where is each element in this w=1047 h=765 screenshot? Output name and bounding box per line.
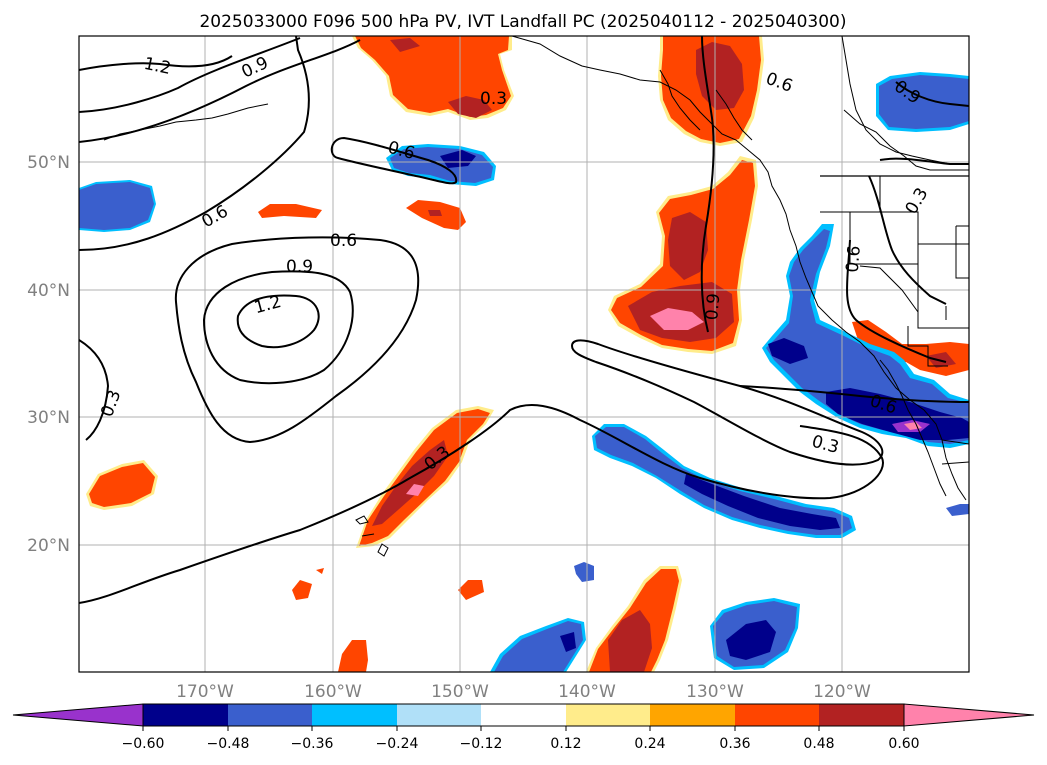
negative-anomaly-southern-patches	[490, 598, 800, 672]
colorbar-tick-label: 0.24	[634, 736, 665, 752]
lon-label: 170°W	[176, 682, 234, 702]
lon-label: 120°W	[813, 682, 871, 702]
lat-label: 40°N	[27, 281, 70, 301]
grid-lines	[79, 36, 969, 672]
negative-anomaly-western-patch	[79, 180, 156, 232]
map-frame	[78, 35, 970, 673]
pv-contours	[79, 36, 969, 604]
contour-label: 0.3	[480, 89, 507, 109]
negative-anomaly-northeast-box	[876, 72, 969, 132]
colorbar-bin	[312, 704, 397, 726]
positive-anomaly-northeast-pacific	[608, 156, 758, 354]
colorbar-outline	[142, 703, 905, 727]
positive-anomaly-bc-coast	[658, 36, 764, 146]
contour-label: 0.9	[702, 292, 724, 321]
colorbar-tick-label: 0.48	[803, 736, 834, 752]
negative-anomaly-subtropical-band	[574, 424, 969, 582]
lat-label: 30°N	[27, 408, 70, 428]
colorbar-bin	[819, 704, 904, 726]
lon-label: 150°W	[431, 682, 489, 702]
colorbar-tick-label: 0.12	[550, 736, 581, 752]
lon-label: 130°W	[686, 682, 744, 702]
map-title: 2025033000 F096 500 hPa PV, IVT Landfall…	[199, 12, 846, 32]
map-area: 1.2 0.9 0.6 0.6 0.9 1.2 0.3 0.3 0.6 0.3 …	[79, 36, 969, 672]
colorbar-extend-low	[12, 703, 144, 727]
contour-label: 0.6	[843, 245, 865, 274]
positive-anomaly-southern-plume	[586, 566, 682, 672]
colorbar-bin	[735, 704, 819, 726]
colorbar-tick-label: −0.48	[207, 736, 250, 752]
latitude-labels: 50°N 40°N 30°N 20°N	[27, 153, 70, 556]
positive-anomaly-gulf-of-alaska	[352, 36, 514, 120]
lat-label: 50°N	[27, 153, 70, 173]
colorbar-bin	[481, 704, 566, 726]
colorbar-ticks	[142, 726, 905, 731]
contour-label: 0.6	[330, 231, 357, 251]
colorbar-tick-label: −0.12	[460, 736, 503, 752]
colorbar-bin	[397, 704, 481, 726]
colorbar-tick-label: −0.24	[376, 736, 419, 752]
colorbar-bin	[566, 704, 650, 726]
colorbar-bin	[143, 704, 228, 726]
colorbar-tick-label: −0.36	[291, 736, 334, 752]
contour-label: 0.9	[286, 257, 313, 277]
lat-label: 20°N	[27, 536, 70, 556]
colorbar-tick-label: 0.60	[888, 736, 919, 752]
colorbar: −0.60 −0.48 −0.36 −0.24 −0.12 0.12 0.24 …	[12, 703, 1035, 752]
lon-label: 160°W	[304, 682, 362, 702]
lon-label: 140°W	[558, 682, 616, 702]
colorbar-tick-label: −0.60	[122, 736, 165, 752]
colorbar-bin	[228, 704, 312, 726]
longitude-labels: 170°W 160°W 150°W 140°W 130°W 120°W	[176, 682, 871, 702]
colorbar-bin	[650, 704, 735, 726]
colorbar-tick-label: 0.36	[719, 736, 750, 752]
colorbar-extend-high	[903, 703, 1035, 727]
